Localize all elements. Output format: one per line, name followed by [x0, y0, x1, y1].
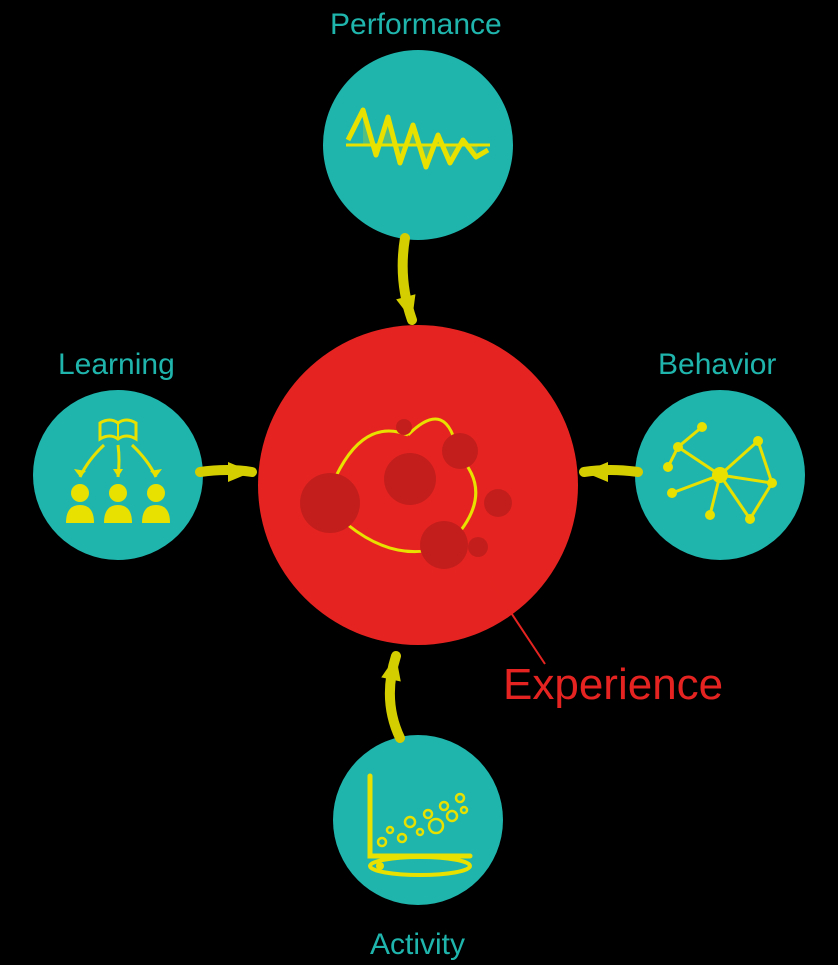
arrowhead-performance: [396, 294, 415, 320]
arrowhead-activity: [381, 656, 401, 682]
behavior-label: Behavior: [658, 348, 776, 382]
arrowhead-behavior: [584, 462, 608, 482]
learning-circle: [33, 390, 203, 560]
arrow-learning: [200, 470, 252, 472]
experience-label: Experience: [503, 660, 723, 710]
learning-label: Learning: [58, 348, 175, 382]
arrow-activity: [390, 656, 400, 738]
center-experience-circle: [258, 325, 578, 645]
behavior-circle: [635, 390, 805, 560]
arrow-performance: [403, 238, 412, 320]
arrow-behavior: [584, 470, 638, 472]
performance-label: Performance: [330, 8, 502, 42]
activity-circle: [333, 735, 503, 905]
activity-label: Activity: [370, 928, 465, 962]
arrowhead-learning: [228, 462, 252, 482]
performance-circle: [323, 50, 513, 240]
